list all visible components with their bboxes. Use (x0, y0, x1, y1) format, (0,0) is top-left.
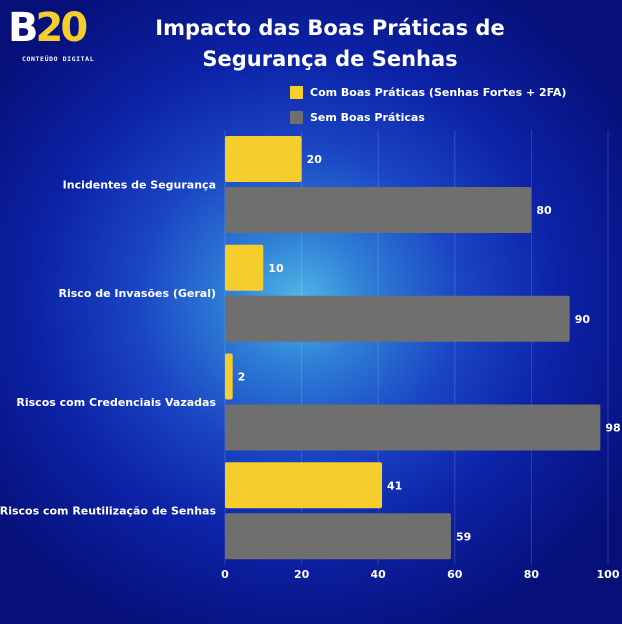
data-label: 98 (605, 422, 620, 435)
chart-title: Impacto das Boas Práticas de Segurança d… (155, 16, 505, 71)
bar-with-good-practices (225, 353, 233, 400)
logo-letter: B (8, 5, 38, 51)
data-label: 90 (575, 313, 591, 326)
x-tick-label: 40 (371, 568, 387, 581)
b20-logo: B20 CONTEÚDO DIGITAL (6, 5, 98, 64)
category-labels: Incidentes de Segurança Risco de Invasões… (0, 178, 216, 517)
bar-without-good-practices (225, 187, 532, 233)
x-tick-label: 0 (221, 568, 229, 581)
data-label: 2 (238, 371, 246, 384)
legend-item-without: Sem Boas Práticas (290, 111, 566, 124)
x-tick-label: 20 (294, 568, 310, 581)
category-label: Risco de Invasões (Geral) (59, 287, 216, 300)
data-label: 59 (456, 530, 471, 543)
legend-item-with: Com Boas Práticas (Senhas Fortes + 2FA) (290, 86, 566, 99)
x-tick-label: 60 (447, 568, 463, 581)
category-label: Incidentes de Segurança (63, 178, 216, 191)
data-label: 20 (307, 153, 323, 166)
bar-without-good-practices (225, 404, 601, 451)
x-tick-labels: 0 20 40 60 80 100 (221, 568, 620, 581)
data-label: 80 (536, 204, 552, 217)
legend-label-with: Com Boas Práticas (Senhas Fortes + 2FA) (310, 86, 567, 99)
bar-without-good-practices (225, 513, 451, 560)
data-label: 10 (268, 262, 284, 275)
legend-swatch-without (290, 111, 303, 124)
category-label: Riscos com Reutilização de Senhas (0, 505, 216, 518)
legend-swatch-with (290, 86, 303, 99)
bars: 20 80 10 90 2 98 41 59 (225, 136, 621, 560)
bar-with-good-practices (225, 244, 264, 291)
legend-label-without: Sem Boas Práticas (310, 111, 425, 124)
category-label: Riscos com Credenciais Vazadas (16, 396, 216, 409)
bar-with-good-practices (225, 462, 383, 509)
logo-mark: B20 (8, 4, 89, 52)
logo-tagline: CONTEÚDO DIGITAL (22, 55, 95, 63)
bar-without-good-practices (225, 295, 570, 342)
x-tick-label: 80 (524, 568, 540, 581)
chart-legend: Com Boas Práticas (Senhas Fortes + 2FA) … (290, 86, 566, 136)
x-tick-label: 100 (597, 568, 620, 581)
data-label: 41 (387, 479, 402, 492)
logo-number: 20 (35, 5, 89, 51)
bar-with-good-practices (225, 136, 302, 182)
